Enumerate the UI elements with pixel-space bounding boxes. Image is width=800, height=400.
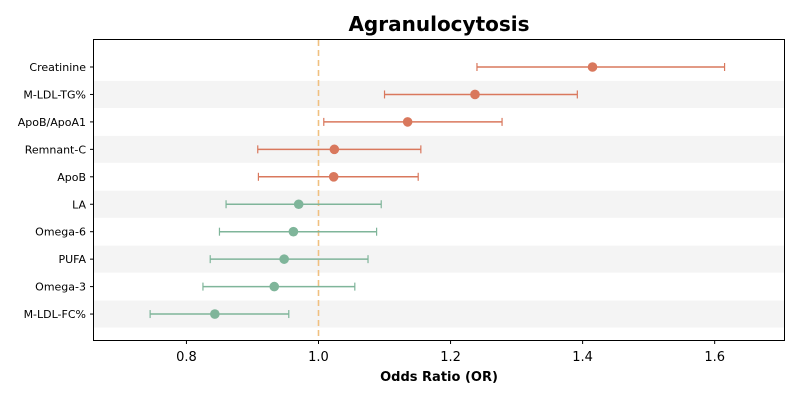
- x-tick-label: 1.0: [308, 350, 329, 365]
- or-point: [210, 309, 220, 319]
- or-point: [269, 281, 280, 292]
- row-band: [94, 135, 784, 163]
- x-axis-label: Odds Ratio (OR): [380, 370, 498, 385]
- x-tick-label: 0.8: [176, 350, 197, 365]
- or-point: [587, 62, 598, 72]
- y-tick-label: Omega-3: [35, 281, 86, 294]
- or-point: [279, 254, 289, 264]
- or-point: [293, 199, 304, 210]
- or-point: [288, 226, 299, 237]
- y-axis: Creatinine M-LDL-TG% ApoB/ApoA1 Remnant-C Ap…: [18, 61, 94, 321]
- y-tick-label: M-LDL-TG%: [23, 88, 86, 101]
- or-point: [328, 172, 339, 182]
- x-tick-label: 1.6: [704, 350, 725, 365]
- y-tick-label: Omega-6: [35, 226, 86, 239]
- y-tick-label: LA: [72, 198, 86, 211]
- y-tick-label: PUFA: [58, 253, 86, 266]
- row-band: [94, 245, 784, 273]
- or-point: [470, 89, 480, 100]
- plot-frame: [93, 39, 785, 341]
- y-tick-label: ApoB: [57, 171, 86, 184]
- y-tick-label: M-LDL-FC%: [24, 308, 86, 321]
- chart-title: Agranulocytosis: [348, 12, 529, 36]
- y-tick-label: Remnant-C: [25, 143, 87, 156]
- or-point: [329, 144, 340, 155]
- x-tick-label: 1.2: [440, 350, 461, 365]
- x-tick-label: 1.4: [572, 350, 593, 365]
- x-axis: 0.8 1.0 1.2 1.4 1.6: [176, 340, 725, 365]
- row-band: [94, 190, 784, 218]
- row-bands: [94, 80, 784, 328]
- or-point: [402, 117, 413, 127]
- y-tick-label: ApoB/ApoA1: [18, 116, 86, 129]
- y-tick-label: Creatinine: [29, 61, 86, 74]
- data-marks: [149, 62, 726, 319]
